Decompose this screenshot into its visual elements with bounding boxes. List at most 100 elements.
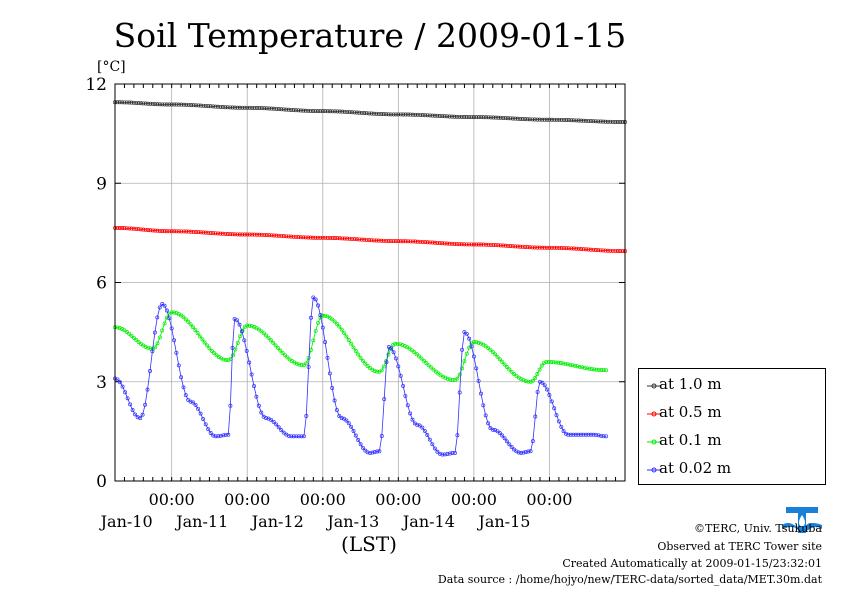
data-point [618,120,623,124]
data-point [191,103,196,108]
data-point [367,111,372,116]
data-point [527,245,532,250]
data-point [484,242,489,247]
data-point [502,362,507,367]
data-point [311,235,315,240]
x-tick-sublabel: Jan-10 [99,512,153,531]
data-point [613,248,618,253]
data-point [146,101,151,106]
data-point [581,432,586,437]
data-point [488,242,493,247]
data-point [474,115,479,120]
data-point [225,232,230,236]
data-point [474,340,479,345]
data-point [398,342,402,347]
data-point [297,362,302,367]
data-point [177,229,181,234]
data-point [306,364,311,369]
data-point [526,449,531,454]
data-point [211,104,216,109]
data-point [129,100,134,105]
data-point [554,117,559,122]
data-point [235,318,240,323]
data-point [130,408,135,412]
data-point [467,242,471,247]
data-point [328,109,333,114]
data-point [233,232,237,237]
x-tick-label: 00:00 [300,490,346,509]
data-point [276,233,281,238]
series-line [115,227,625,252]
data-point [498,243,503,248]
data-point [415,112,420,117]
data-point [598,248,603,253]
data-point [509,445,514,450]
data-point [426,363,431,368]
data-point [559,117,564,122]
data-point [311,338,316,343]
data-point [252,105,257,110]
data-point [464,331,469,336]
data-point [120,384,125,389]
data-point [589,367,594,372]
data-point [115,325,120,330]
data-point [259,410,264,415]
data-point [510,116,515,121]
data-point [174,102,179,107]
data-point [266,335,271,340]
data-point [615,120,620,124]
data-point [191,229,196,234]
data-point [476,340,481,345]
data-point [334,321,339,326]
data-point [442,114,447,119]
data-point [164,229,169,234]
data-point [349,341,354,346]
data-point [618,249,623,253]
footer-observed: Observed at TERC Tower site [657,540,822,553]
footer-source: Data source : /home/hojyo/new/TERC-data/… [437,573,822,586]
data-point [493,352,498,357]
data-point [411,239,415,244]
data-point [610,119,615,124]
data-point [129,226,134,231]
data-point [330,109,335,114]
data-point [134,226,139,231]
data-point [337,414,342,419]
data-point [445,376,450,381]
data-point [530,245,535,250]
data-point [342,416,346,421]
data-point [604,368,609,373]
data-point [259,329,264,334]
data-point [433,369,438,374]
data-point [557,245,562,250]
data-point [400,343,405,347]
legend-item-01m: at 0.1 m [639,427,825,455]
data-point [315,235,320,240]
data-point [235,105,240,110]
data-point [488,115,493,120]
data-point [146,345,151,350]
data-point [374,111,379,116]
data-point [389,239,393,244]
data-point [547,393,552,397]
data-point [206,230,211,235]
data-point [133,412,138,417]
data-point [620,249,625,254]
data-point [201,230,206,235]
data-point [257,232,262,237]
data-point [474,242,479,247]
data-point [296,235,301,240]
data-point [172,229,177,234]
data-point [537,367,542,372]
data-point [364,111,369,116]
data-point [357,237,362,242]
data-point [495,429,500,434]
data-point [247,105,252,110]
x-tick-sublabel: Jan-12 [250,512,304,531]
data-point [437,241,442,246]
data-point [323,340,328,345]
data-point [269,417,274,422]
data-point [394,356,398,361]
data-point [325,109,330,114]
y-axis-label: [°C] [97,59,126,75]
